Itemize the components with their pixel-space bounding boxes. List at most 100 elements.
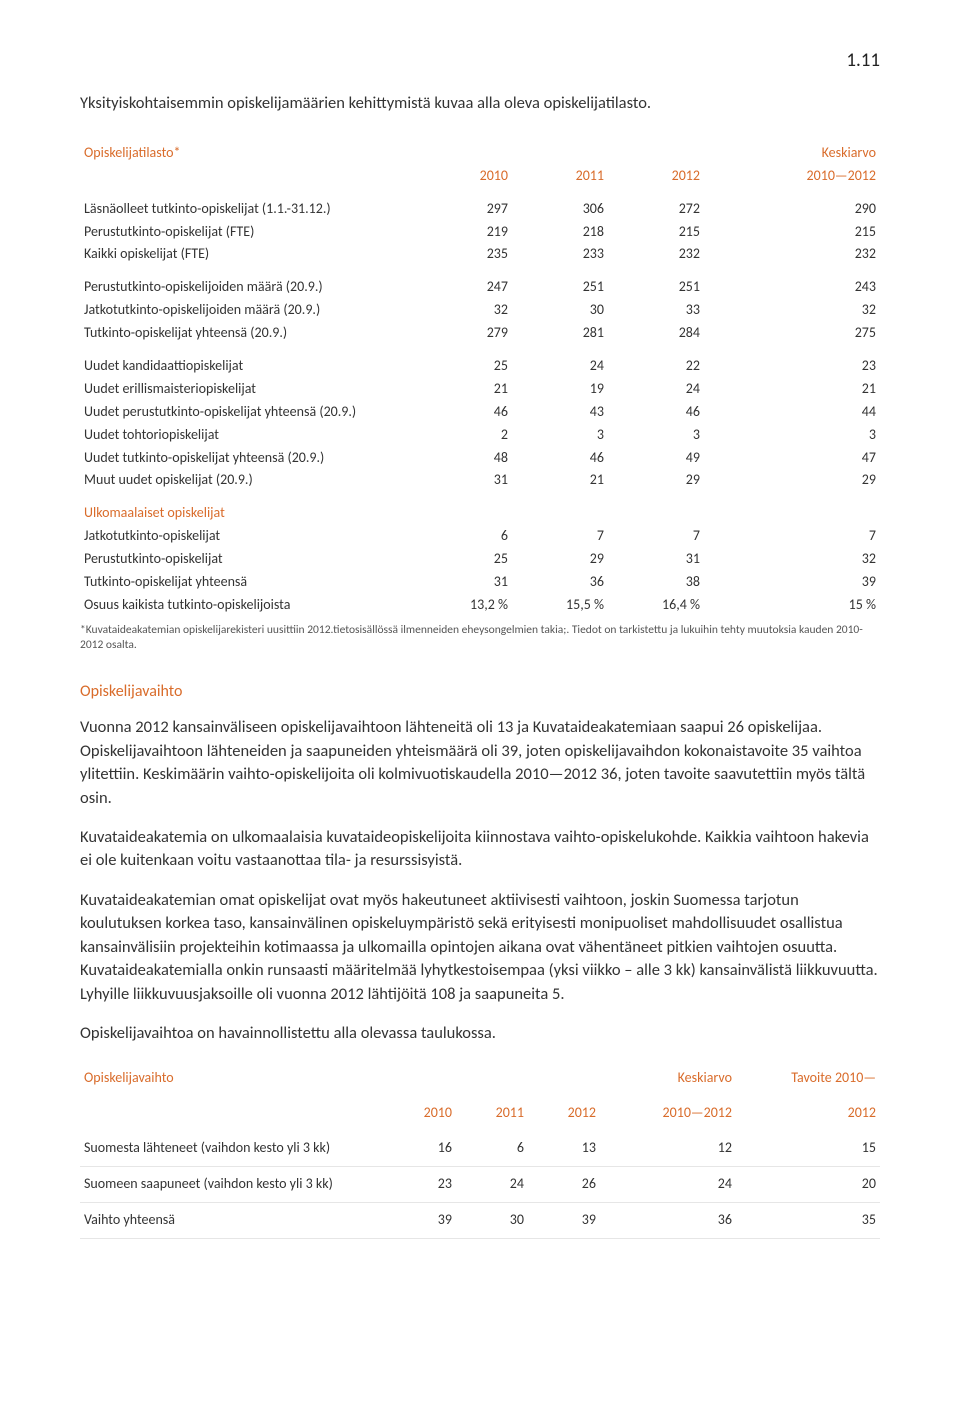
row-label: Uudet tohtoriopiskelijat [80,424,416,447]
table-row: Perustutkinto-opiskelijat (FTE) 219 218 … [80,221,880,244]
row-value: 15 % [704,594,880,617]
row-value: 36 [512,571,608,594]
intro-paragraph: Yksityiskohtaisemmin opiskelijamäärien k… [80,92,880,114]
row-value: 24 [456,1167,528,1203]
table-row: Perustutkinto-opiskelijoiden määrä (20.9… [80,276,880,299]
row-value: 25 [416,355,512,378]
table2-target-label: Tavoite 2010— [736,1061,880,1096]
row-value: 2 [416,424,512,447]
table2-col-2012: 2012 [528,1096,600,1131]
table1-title: Opiskelijatilasto* [80,142,416,165]
row-value: 290 [704,198,880,221]
row-label: Suomesta lähteneet (vaihdon kesto yli 3 … [80,1131,384,1166]
row-value: 215 [608,221,704,244]
body-paragraph: Vuonna 2012 kansainväliseen opiskelijava… [80,716,880,810]
row-label: Jatkotutkinto-opiskelijoiden määrä (20.9… [80,299,416,322]
row-value: 22 [608,355,704,378]
table-row: Vaihto yhteensä 39 30 39 36 35 [80,1202,880,1238]
row-label: Perustutkinto-opiskelijoiden määrä (20.9… [80,276,416,299]
row-value: 279 [416,322,512,345]
row-value: 39 [528,1202,600,1238]
row-label: Tutkinto-opiskelijat yhteensä [80,571,416,594]
table-row: Suomeen saapuneet (vaihdon kesto yli 3 k… [80,1167,880,1203]
table1-col-2011: 2011 [512,165,608,188]
row-value: 32 [704,548,880,571]
row-value: 23 [384,1167,456,1203]
row-value: 39 [704,571,880,594]
row-value: 16,4 % [608,594,704,617]
table1-footnote: *Kuvataideakatemian opiskelijarekisteri … [80,623,880,653]
row-value: 31 [416,469,512,492]
row-value: 29 [512,548,608,571]
row-value: 48 [416,447,512,470]
row-value: 218 [512,221,608,244]
row-label: Muut uudet opiskelijat (20.9.) [80,469,416,492]
table-row: Uudet kandidaattiopiskelijat 25 24 22 23 [80,355,880,378]
row-label: Läsnäolleet tutkinto-opiskelijat (1.1.-3… [80,198,416,221]
row-value: 16 [384,1131,456,1166]
table-row: Muut uudet opiskelijat (20.9.) 31 21 29 … [80,469,880,492]
row-label: Suomeen saapuneet (vaihdon kesto yli 3 k… [80,1167,384,1203]
row-value: 3 [704,424,880,447]
table-row: Suomesta lähteneet (vaihdon kesto yli 3 … [80,1131,880,1166]
row-value: 232 [704,243,880,266]
table-row: Uudet tutkinto-opiskelijat yhteensä (20.… [80,447,880,470]
body-paragraph: Kuvataideakatemia on ulkomaalaisia kuvat… [80,826,880,873]
row-value: 35 [736,1202,880,1238]
table-row: Uudet perustutkinto-opiskelijat yhteensä… [80,401,880,424]
row-value: 39 [384,1202,456,1238]
row-value: 25 [416,548,512,571]
row-value: 30 [456,1202,528,1238]
row-value: 31 [608,548,704,571]
row-label: Jatkotutkinto-opiskelijat [80,525,416,548]
row-value: 38 [608,571,704,594]
row-value: 36 [600,1202,736,1238]
row-value: 306 [512,198,608,221]
row-value: 232 [608,243,704,266]
row-value: 297 [416,198,512,221]
row-value: 247 [416,276,512,299]
table2-col-2011: 2011 [456,1096,528,1131]
row-value: 20 [736,1167,880,1203]
row-value: 6 [416,525,512,548]
table1-col-2010: 2010 [416,165,512,188]
row-value: 13,2 % [416,594,512,617]
row-value: 251 [608,276,704,299]
row-value: 46 [416,401,512,424]
row-value: 15,5 % [512,594,608,617]
table-row: Läsnäolleet tutkinto-opiskelijat (1.1.-3… [80,198,880,221]
row-value: 21 [704,378,880,401]
table1-subhead: Ulkomaalaiset opiskelijat [80,502,880,525]
table-row: Tutkinto-opiskelijat yhteensä 31 36 38 3… [80,571,880,594]
table1-avg-label: Keskiarvo [704,142,880,165]
row-value: 32 [704,299,880,322]
table-row: Osuus kaikista tutkinto-opiskelijoista 1… [80,594,880,617]
table-row: Kaikki opiskelijat (FTE) 235 233 232 232 [80,243,880,266]
row-label: Uudet kandidaattiopiskelijat [80,355,416,378]
row-label: Uudet tutkinto-opiskelijat yhteensä (20.… [80,447,416,470]
row-value: 21 [416,378,512,401]
table-row: Perustutkinto-opiskelijat 25 29 31 32 [80,548,880,571]
section-opiskelijavaihto-title: Opiskelijavaihto [80,681,880,703]
row-label: Perustutkinto-opiskelijat (FTE) [80,221,416,244]
row-label: Tutkinto-opiskelijat yhteensä (20.9.) [80,322,416,345]
row-value: 26 [528,1167,600,1203]
table-row: Tutkinto-opiskelijat yhteensä (20.9.) 27… [80,322,880,345]
row-value: 47 [704,447,880,470]
row-value: 49 [608,447,704,470]
table-row: Uudet erillismaisteriopiskelijat 21 19 2… [80,378,880,401]
row-value: 284 [608,322,704,345]
page-number: 1.11 [80,48,880,74]
row-label: Kaikki opiskelijat (FTE) [80,243,416,266]
row-label: Uudet perustutkinto-opiskelijat yhteensä… [80,401,416,424]
row-value: 29 [608,469,704,492]
table2-target-range: 2012 [736,1096,880,1131]
row-value: 7 [512,525,608,548]
row-value: 13 [528,1131,600,1166]
row-value: 46 [512,447,608,470]
row-value: 7 [704,525,880,548]
row-value: 30 [512,299,608,322]
body-paragraph: Opiskelijavaihtoa on havainnollistettu a… [80,1022,880,1045]
body-paragraph: Kuvataideakatemian omat opiskelijat ovat… [80,889,880,1006]
table-row: Jatkotutkinto-opiskelijoiden määrä (20.9… [80,299,880,322]
